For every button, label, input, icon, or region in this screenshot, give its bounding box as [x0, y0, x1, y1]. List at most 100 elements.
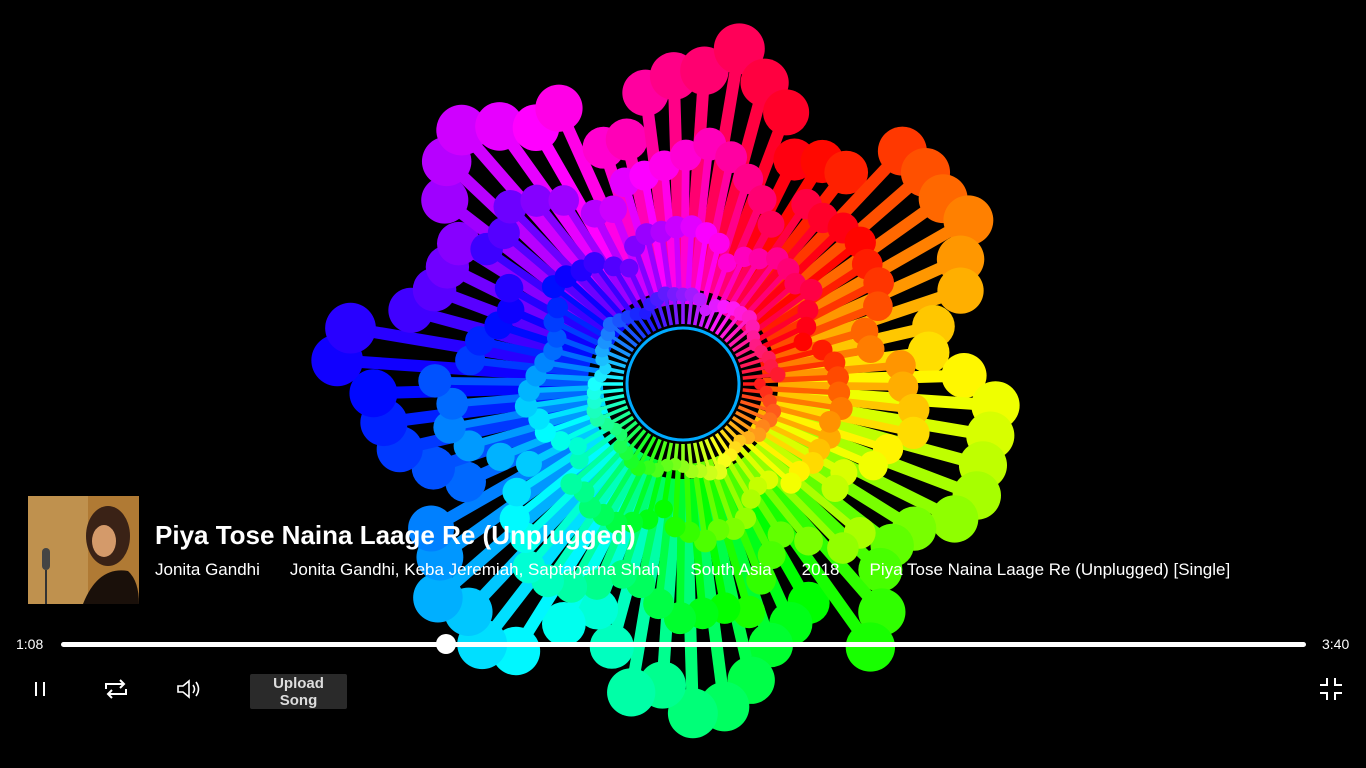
volume-button[interactable] — [172, 674, 204, 704]
visualizer-dot — [520, 184, 553, 217]
visualizer-spoke — [689, 143, 714, 291]
repeat-button[interactable] — [100, 674, 132, 704]
visualizer-dot — [732, 163, 764, 194]
visualizer-dot — [583, 251, 606, 274]
visualizer-dot — [745, 319, 760, 335]
visualizer-spoke — [705, 474, 753, 614]
visualizer-spoke — [467, 406, 593, 450]
visualizer-dot — [717, 253, 737, 273]
visualizer-spoke — [764, 426, 846, 477]
progress-bar[interactable] — [61, 642, 1306, 647]
visualizer-dot — [486, 442, 515, 472]
visualizer-dot — [433, 411, 466, 444]
visualizer-dot — [858, 450, 888, 481]
visualizer-dot — [487, 216, 520, 250]
album-art — [28, 496, 139, 604]
visualizer-dot — [856, 335, 885, 364]
visualizer-dot — [746, 564, 777, 595]
visualizer-dot — [863, 291, 893, 322]
visualizer-spoke — [560, 198, 635, 307]
visualizer-spoke — [567, 465, 641, 589]
visualizer-dot — [546, 297, 569, 319]
visualizer-spoke — [769, 302, 880, 353]
visualizer-dot — [418, 364, 452, 398]
visualizer-dot — [643, 588, 674, 620]
visualizer-dot — [502, 477, 531, 507]
visualizer-dot — [693, 529, 717, 553]
visualizer-spoke — [434, 376, 589, 387]
visualizer-spoke — [544, 460, 633, 584]
visualizer-spoke — [533, 198, 627, 313]
visualizer-dot — [845, 622, 896, 672]
visualizer-spoke — [478, 337, 591, 369]
visualizer-dot — [619, 258, 639, 278]
visualizer-dot — [436, 104, 487, 156]
visualizer-dot — [757, 210, 785, 238]
visualizer-dot — [763, 89, 810, 136]
visualizer-dot — [621, 511, 644, 533]
visualizer-spoke — [636, 476, 668, 585]
artist-name: Jonita Gandhi — [155, 560, 260, 579]
upload-song-button[interactable]: Upload Song — [250, 674, 347, 709]
visualizer-spoke — [676, 478, 686, 619]
visualizer-dot — [512, 550, 546, 584]
visualizer-dot — [546, 328, 567, 348]
visualizer-dot — [748, 248, 770, 270]
visualizer-dot — [943, 195, 994, 246]
visualizer-dot — [577, 588, 619, 630]
progress-thumb[interactable] — [435, 634, 456, 654]
visualizer-dot — [436, 221, 481, 266]
visualizer-dot — [605, 118, 648, 161]
visualizer-spoke — [708, 177, 752, 295]
visualizer-dot — [349, 369, 398, 418]
visualizer-dot — [699, 304, 712, 317]
visualizer-dot — [569, 450, 589, 470]
visualizer-dot — [713, 23, 765, 75]
visualizer-dot — [408, 505, 455, 552]
visualizer-dot — [494, 273, 524, 303]
visualizer-dot — [421, 176, 469, 224]
visualizer-dot — [560, 473, 583, 495]
song-metadata: Jonita Gandhi Jonita Gandhi, Keba Jeremi… — [155, 560, 1230, 580]
visualizer-dot — [897, 393, 930, 426]
visualizer-dot — [607, 668, 656, 717]
visualizer-dot — [613, 439, 628, 454]
pause-button[interactable] — [26, 674, 54, 704]
visualizer-dot — [550, 431, 571, 451]
visualizer-center — [625, 326, 741, 442]
visualizer-dot — [747, 185, 777, 214]
visualizer-dot — [819, 410, 841, 433]
visualizer-dot — [741, 489, 761, 509]
contributors: Jonita Gandhi, Keba Jeremiah, Saptaparna… — [289, 560, 661, 579]
visualizer-dot — [824, 150, 869, 195]
visualizer-dot — [897, 416, 930, 450]
visualizer-dot — [794, 526, 823, 556]
visualizer-dot — [770, 366, 786, 383]
visualizer-dot — [907, 331, 950, 374]
visualizer-dot — [780, 472, 802, 494]
visualizer-spoke — [553, 105, 644, 287]
visualizer-dot — [568, 437, 587, 456]
visualizer-dot — [827, 532, 859, 564]
visualizer-spoke — [654, 477, 677, 605]
visualizer-dot — [535, 84, 583, 132]
visualizer-dot — [445, 461, 486, 503]
visualizer-dot — [667, 688, 718, 739]
visualizer-spoke — [739, 455, 812, 544]
album-name: Piya Tose Naina Laage Re (Unplugged) [Si… — [869, 560, 1231, 579]
visualizer-dot — [858, 547, 903, 592]
visualizer-dot — [937, 267, 984, 314]
visualizer-dot — [499, 503, 530, 534]
visualizer-dot — [325, 302, 376, 354]
visualizer-dot — [413, 572, 463, 623]
release-year: 2018 — [801, 560, 840, 579]
visualizer-dot — [863, 267, 895, 298]
visualizer-dot — [799, 278, 823, 302]
visualizer-dot — [608, 560, 637, 589]
visualizer-dot — [548, 185, 580, 216]
exit-fullscreen-button[interactable] — [1316, 674, 1346, 704]
visualizer-dot — [821, 474, 849, 503]
visualizer-spoke — [507, 204, 620, 319]
